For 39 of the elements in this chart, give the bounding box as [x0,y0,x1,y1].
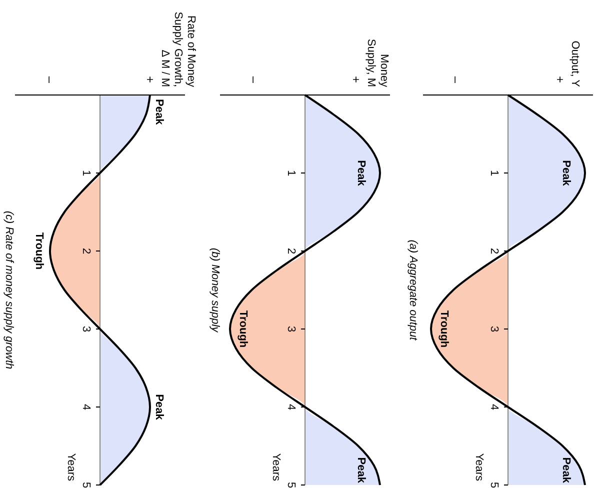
text: (b) Money supply [209,248,221,334]
y-tick-label: 5 [285,482,297,488]
annotation: Peak [560,160,572,187]
text: Money Supply, M [365,38,390,88]
text: (c) Rate of money supply growth [3,210,15,370]
annotation: Trough [438,310,450,348]
y-axis-title: Years [270,453,282,482]
text: Rate of Money Supply Growth, Δ M / M [159,12,197,88]
text: Trough [33,232,45,270]
y-tick-label: 5 [80,482,92,488]
text: Output, Y [569,40,581,88]
y-tick-label: 3 [80,326,92,332]
text: – [43,76,57,84]
y-tick-label: 3 [285,326,297,332]
y-tick-label: 2 [488,248,500,254]
text: – [449,76,463,84]
y-tick-label: 1 [488,170,500,176]
text: + [143,76,157,83]
text: – [247,76,261,84]
y-axis-title: Years [65,453,77,482]
y-tick-label: 2 [80,248,92,254]
annotation: Peak [355,160,367,187]
y-tick-label: 4 [80,404,92,410]
text: Peak [153,99,165,126]
annotation: Peak [560,457,572,484]
text: (a) Aggregate output [407,240,419,342]
text: Peak [153,394,165,421]
y-tick-label: 2 [285,248,297,254]
annotation: Trough [237,310,249,348]
y-tick-label: 4 [488,404,500,410]
y-tick-label: 5 [488,482,500,488]
y-tick-label: 1 [285,170,297,176]
y-axis-title: Years [473,453,485,482]
y-tick-label: 4 [285,404,297,410]
y-tick-label: 1 [80,170,92,176]
text: + [349,76,363,83]
y-tick-label: 3 [488,326,500,332]
annotation: Peak [355,457,367,484]
text: + [553,76,567,83]
